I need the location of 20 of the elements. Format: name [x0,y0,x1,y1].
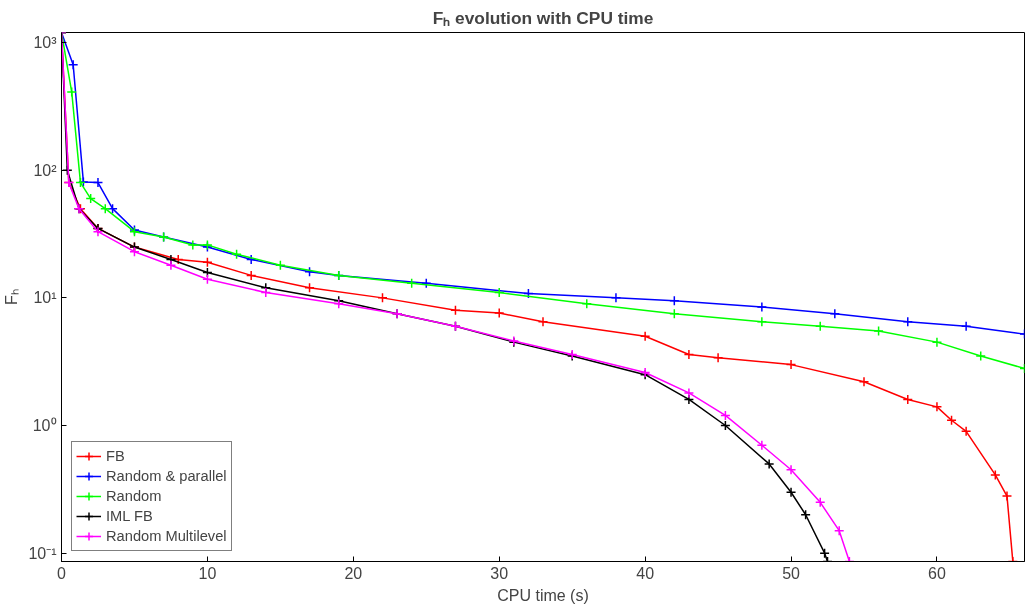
legend-label: FB [106,448,126,464]
y-tick-label: 10⁻¹ [28,544,57,562]
x-axis-title: CPU time (s) [497,586,589,604]
x-tick-label: 60 [928,564,946,582]
x-tick-label: 20 [344,564,363,582]
chart-title: Fₕ evolution with CPU time [432,7,654,28]
y-tick-label: 10² [33,161,58,179]
legend-label: Random & parallel [106,468,227,484]
y-tick-label: 10³ [33,34,58,52]
x-tick-label: 30 [490,564,509,582]
legend-label: Random [106,488,162,504]
legend-label: Random Multilevel [106,528,227,544]
legend-label: IML FB [106,508,153,524]
y-tick-label: 10⁰ [32,417,57,435]
x-tick-label: 10 [198,564,217,582]
y-tick-label: 10¹ [33,289,57,307]
x-tick-label: 50 [782,564,801,582]
x-tick-label: 0 [57,564,67,582]
x-tick-label: 40 [636,564,655,582]
y-axis-title: Fₕ [3,289,21,305]
